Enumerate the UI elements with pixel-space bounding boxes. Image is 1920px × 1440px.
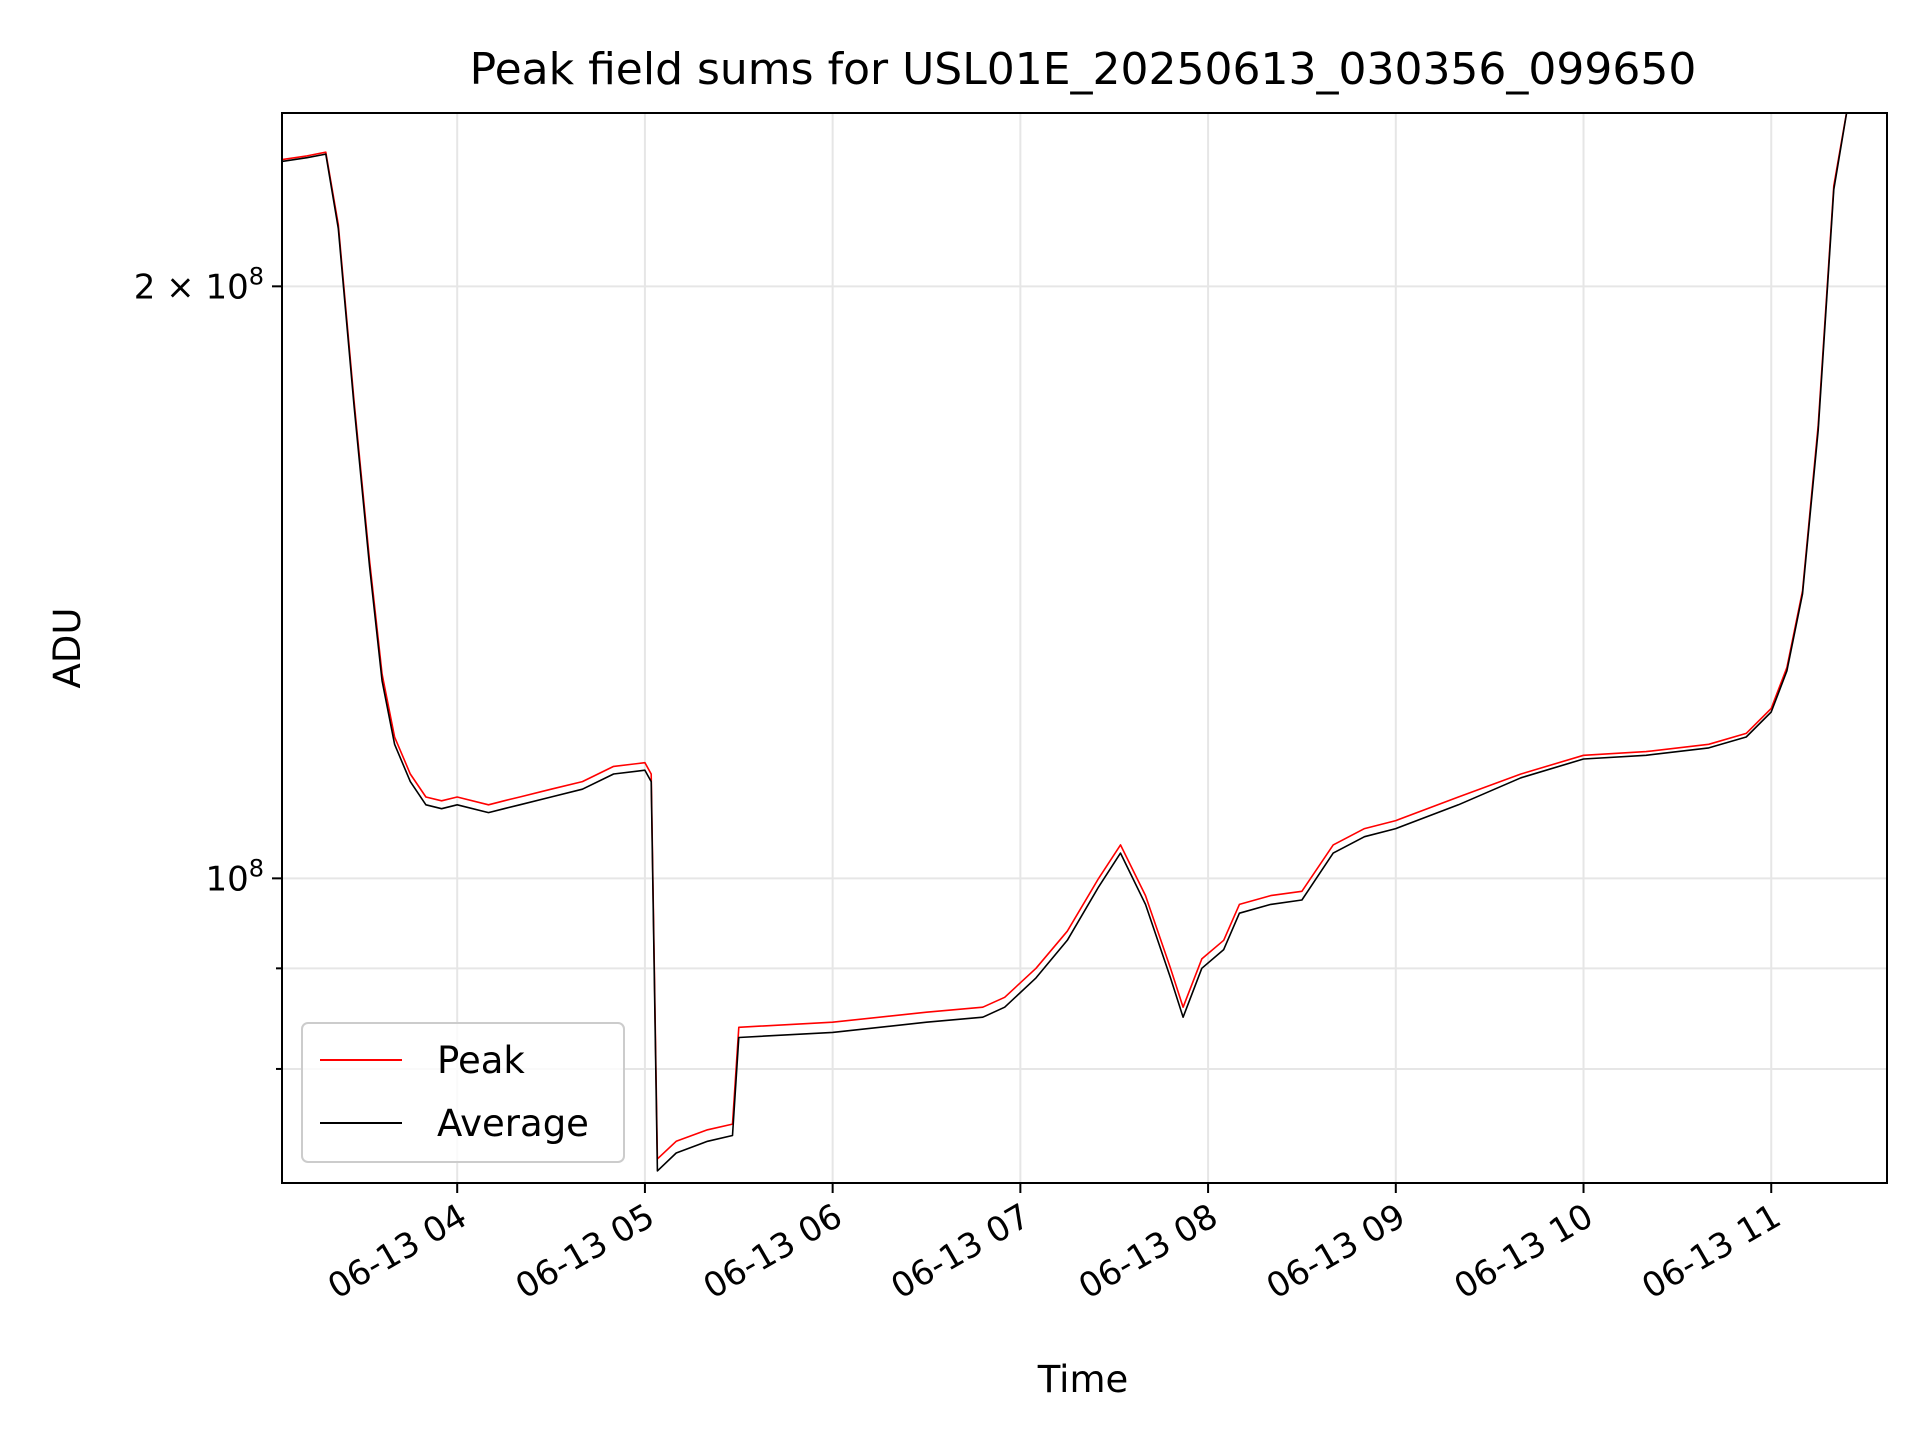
legend: Peak Average [301, 1022, 625, 1163]
y-tick-label: 2 × 108 [134, 262, 264, 307]
plot-frame [281, 112, 1888, 1184]
series-line-peak [282, 113, 1848, 1160]
y-tick-label: 108 [205, 854, 264, 899]
legend-box [301, 1022, 625, 1163]
series-layer [282, 113, 1848, 1172]
legend-label-peak: Peak [437, 1039, 525, 1082]
series-line-average [282, 113, 1848, 1172]
x-axis-label: Time [1037, 1358, 1129, 1401]
chart-title: Peak field sums for USL01E_20250613_0303… [470, 44, 1697, 95]
legend-label-average: Average [437, 1102, 589, 1145]
y-axis-label: ADU [46, 608, 89, 689]
